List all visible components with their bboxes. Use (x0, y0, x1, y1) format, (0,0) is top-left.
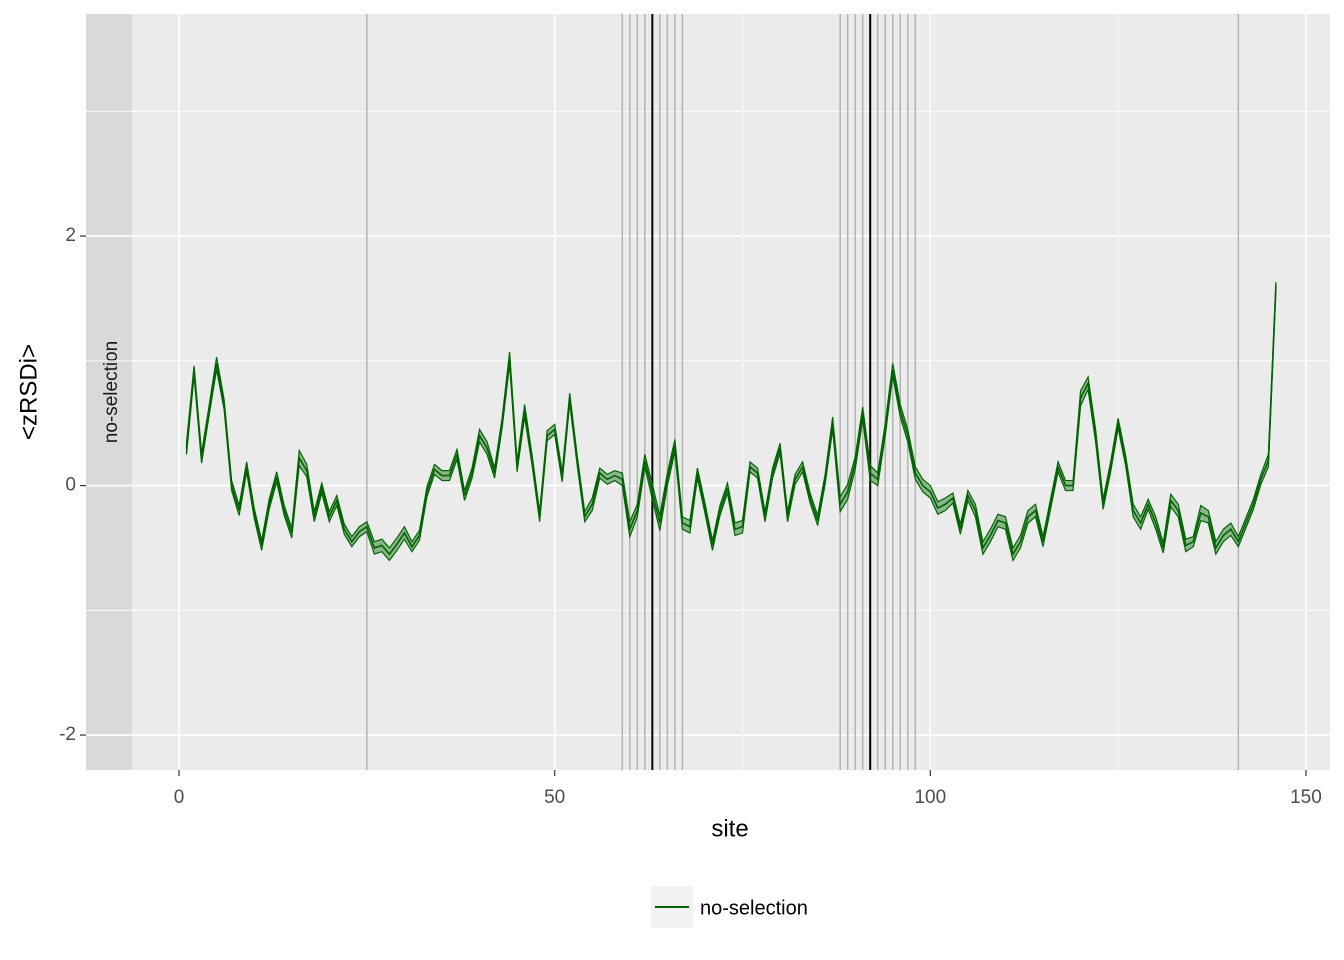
x-axis-title: site (711, 815, 748, 842)
x-tick-label: 150 (1290, 787, 1322, 808)
grid (86, 14, 1330, 770)
x-tick-label: 50 (544, 787, 565, 808)
y-tick-label: -2 (59, 724, 76, 745)
y-tick-label: 2 (65, 225, 76, 246)
strip (86, 14, 132, 770)
x-tick-label: 0 (174, 787, 185, 808)
y-axis-title: <zRSDi> (15, 344, 42, 440)
strip-label: no-selection (101, 341, 122, 443)
y-tick-label: 0 (65, 475, 76, 496)
plot-area (185, 14, 1277, 770)
panel (86, 14, 1330, 770)
line (185, 285, 1277, 557)
legend-label: no-selection (700, 897, 808, 919)
x-tick-label: 100 (914, 787, 946, 808)
